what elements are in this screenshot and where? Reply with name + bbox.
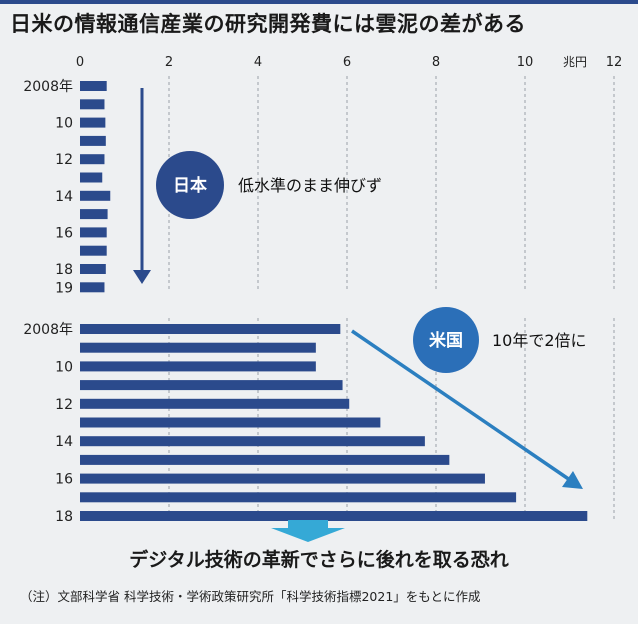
y-tick-label-usa: 14 (55, 434, 73, 450)
bar-japan-2009 (80, 99, 105, 110)
bar-japan-2010 (80, 117, 106, 128)
source-note: （注）文部科学省 科学技術・学術政策研究所「科学技術指標2021」をもとに作成 (20, 589, 481, 604)
y-tick-label-usa: 2008年 (23, 322, 73, 338)
bar-japan-2014 (80, 190, 111, 201)
y-tick-label-japan: 10 (55, 116, 73, 132)
x-tick-label: 2 (165, 55, 173, 70)
bar-usa-2018 (80, 511, 588, 521)
x-tick-label: 4 (254, 55, 262, 70)
y-tick-label-usa: 18 (55, 509, 73, 525)
y-tick-label-japan: 2008年 (23, 79, 73, 95)
bar-japan-2012 (80, 154, 105, 165)
usa-badge-label: 米国 (429, 330, 463, 351)
bar-usa-2016 (80, 473, 485, 484)
bar-usa-2011 (80, 380, 343, 391)
bar-japan-2017 (80, 245, 107, 256)
y-tick-label-japan: 16 (55, 225, 73, 241)
bar-japan-2013 (80, 172, 103, 183)
japan-badge-label: 日本 (173, 175, 207, 196)
x-tick-label: 6 (343, 55, 351, 70)
bar-usa-2017 (80, 492, 517, 503)
down-arrow-icon (271, 520, 345, 542)
japan-annotation: 低水準のまま伸びず (238, 176, 382, 195)
bar-japan-2016 (80, 227, 107, 238)
y-tick-label-japan: 19 (55, 280, 73, 296)
x-axis-unit-label: 兆円 (563, 55, 587, 69)
bar-usa-2014 (80, 436, 425, 447)
x-tick-label: 10 (517, 55, 534, 70)
x-tick-label: 0 (76, 55, 84, 70)
japan-trend-arrow (133, 88, 151, 284)
caption: デジタル技術の革新でさらに後れを取る恐れ (129, 549, 509, 571)
bar-japan-2008 (80, 81, 107, 91)
japan-badge (156, 151, 224, 219)
bar-japan-2019 (80, 282, 105, 293)
bar-usa-2012 (80, 398, 350, 409)
bar-japan-2011 (80, 135, 106, 146)
bar-usa-2008 (80, 324, 341, 334)
bar-usa-2015 (80, 454, 450, 465)
bar-japan-2018 (80, 264, 106, 274)
y-tick-label-japan: 12 (55, 152, 73, 168)
x-tick-label: 12 (606, 55, 623, 70)
bar-usa-2010 (80, 361, 316, 372)
bar-japan-2015 (80, 209, 108, 220)
bar-usa-2013 (80, 417, 381, 428)
x-tick-label: 8 (432, 55, 440, 70)
y-tick-label-usa: 10 (55, 359, 73, 375)
usa-annotation: 10年で2倍に (492, 331, 587, 350)
y-tick-label-japan: 18 (55, 262, 73, 278)
top-accent-bar (0, 0, 638, 4)
usa-trend-arrow (351, 329, 583, 489)
bar-usa-2009 (80, 342, 316, 353)
y-tick-label-usa: 12 (55, 397, 73, 413)
usa-badge (413, 307, 479, 373)
chart-title: 日米の情報通信産業の研究開発費には雲泥の差がある (10, 12, 526, 36)
y-tick-label-japan: 14 (55, 189, 73, 205)
y-tick-label-usa: 16 (55, 472, 73, 488)
